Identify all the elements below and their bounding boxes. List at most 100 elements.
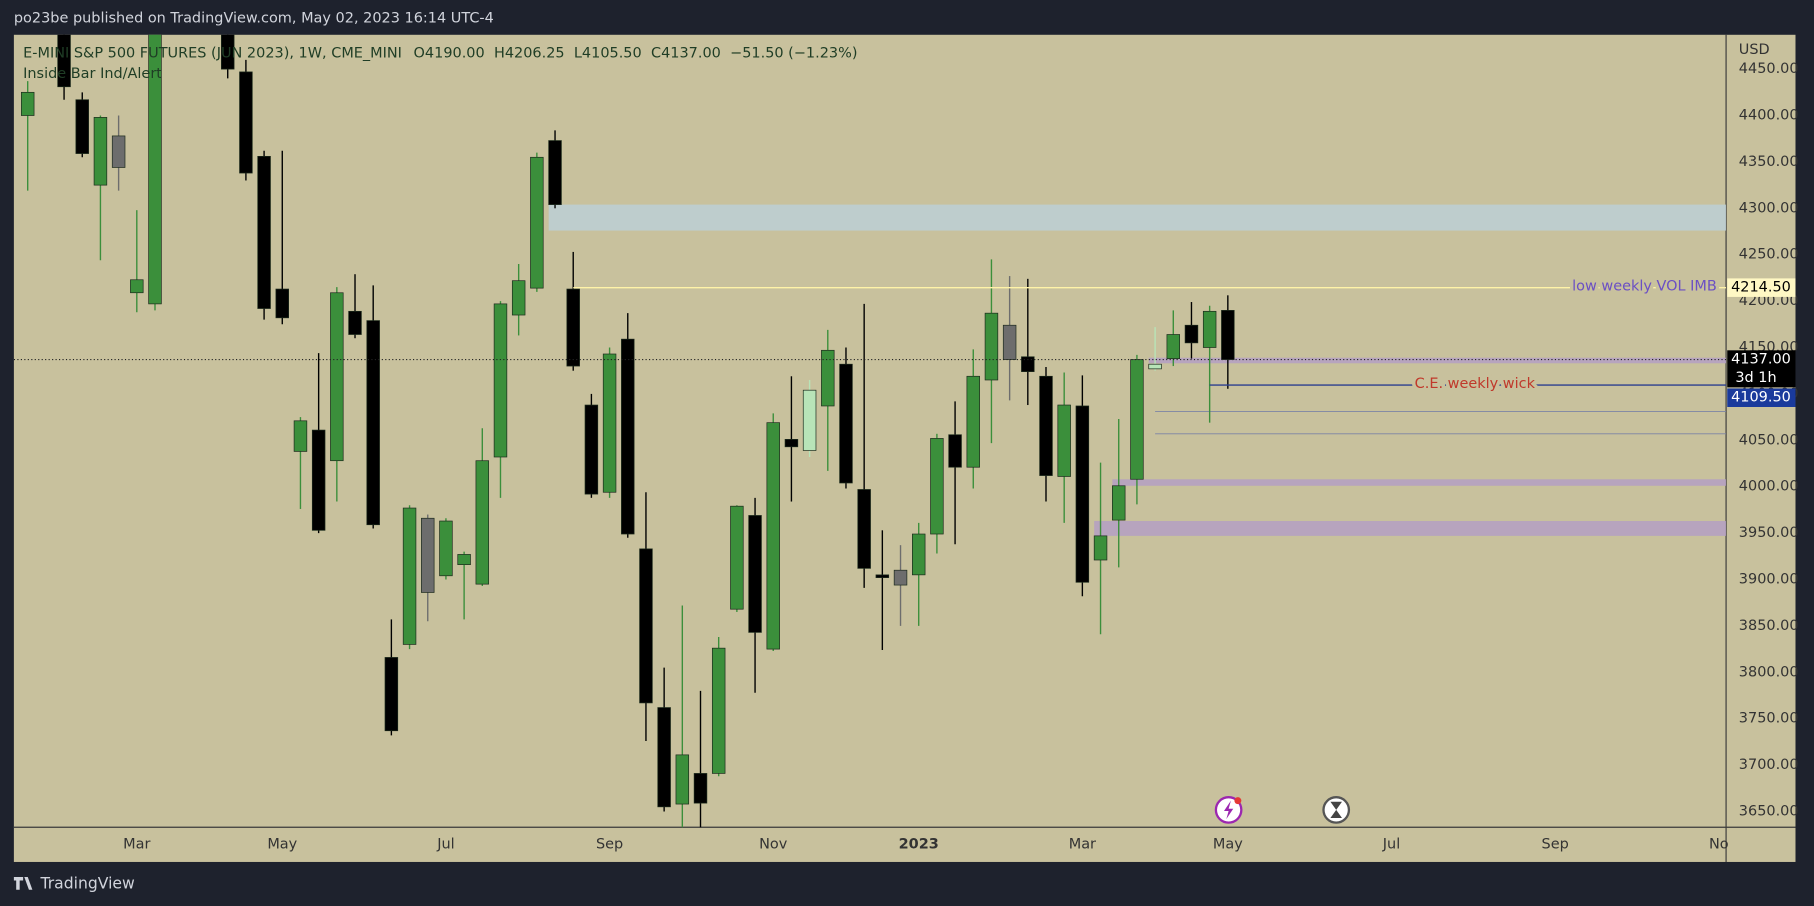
candle-body (366, 320, 380, 526)
icon-glyph (1223, 800, 1234, 820)
legend-text: E-MINI S&P 500 FUTURES (JUN 2023), 1W, C… (23, 45, 402, 61)
candle-body (148, 34, 162, 305)
candle-body (421, 517, 435, 593)
price-tag (1727, 278, 1796, 297)
price-tag-text: 4137.00 (1731, 352, 1791, 368)
candle-body (530, 156, 544, 289)
candle-body (384, 657, 399, 732)
candle-body (566, 288, 580, 367)
y-tick-label: 4200.00 (1739, 293, 1799, 309)
candle-body (1130, 359, 1144, 480)
y-tick-label: 4050.00 (1739, 432, 1799, 448)
x-tick-label: Mar (1069, 837, 1096, 853)
candle-body (984, 312, 999, 381)
candle-body (111, 135, 126, 168)
zone (1148, 357, 1727, 364)
candle-body (748, 515, 762, 633)
icon-badge (1234, 797, 1242, 805)
y-tick-label: 3700.00 (1739, 757, 1799, 773)
y-tick-label: 3750.00 (1739, 711, 1799, 727)
legend-text: 4137.00 (661, 45, 721, 61)
zone (1094, 521, 1727, 536)
y-tick-label: 4250.00 (1739, 247, 1799, 263)
zone (548, 204, 1727, 231)
legend-text: 4206.25 (505, 45, 565, 61)
x-tick-label: No (1709, 837, 1729, 853)
candle-body (621, 338, 635, 535)
legend-text: H (494, 45, 505, 61)
x-tick-label: Jul (1382, 837, 1400, 853)
y-tick-label: 4000.00 (1739, 479, 1799, 495)
candle-body (1112, 485, 1126, 521)
legend-text: L (574, 45, 582, 61)
countdown-text: 3d 1h (1735, 370, 1776, 386)
candle-body (784, 439, 799, 448)
level-text: C.E. weekly wick (1415, 376, 1536, 392)
candle-body (1039, 375, 1053, 476)
legend-text: C (651, 45, 661, 61)
candle-body (1184, 324, 1199, 344)
candle-body (966, 375, 980, 468)
legend-text: −51.50 (−1.23%) (730, 45, 857, 61)
icon-glyph (1330, 801, 1342, 818)
alert-icon[interactable] (1214, 796, 1243, 824)
candle-body (1075, 405, 1090, 583)
candle-body (457, 554, 471, 565)
candle-body (1202, 310, 1217, 348)
candle-body (1002, 324, 1017, 360)
x-tick-label: May (267, 837, 297, 853)
price-tag-text: 4109.50 (1731, 390, 1791, 406)
y-tick-label: 4450.00 (1739, 61, 1799, 77)
y-tick-label: 3800.00 (1739, 664, 1799, 680)
candle-body (1148, 363, 1162, 370)
indicator: Inside Bar Ind/Alert (23, 66, 162, 82)
legend: E-MINI S&P 500 FUTURES (JUN 2023), 1W, C… (23, 45, 857, 61)
candle-body (311, 429, 326, 531)
candle-body (348, 310, 362, 335)
candle-body (857, 489, 871, 569)
candle-body (221, 34, 235, 70)
candle-body (75, 99, 89, 154)
candle-body (1093, 535, 1108, 561)
currency: USD (1739, 42, 1770, 58)
y-tick-label: 3900.00 (1739, 571, 1799, 587)
legend-text: O (414, 45, 425, 61)
candle-body (475, 460, 490, 585)
x-tick-label: 2023 (899, 837, 939, 853)
candle-body (548, 140, 562, 205)
y-tick-label: 4350.00 (1739, 154, 1799, 170)
candle-body (675, 754, 690, 805)
price-tag-text: 4214.50 (1731, 280, 1791, 296)
candle-body (730, 505, 744, 610)
zone (1112, 479, 1727, 486)
publisher: po23be published on TradingView.com, May… (14, 11, 494, 27)
candle-body (639, 548, 653, 704)
candle-body (275, 288, 289, 319)
candle-body (330, 292, 344, 462)
plot (13, 34, 1727, 828)
candle-body (839, 363, 853, 484)
candle-body (693, 773, 708, 804)
candle-body (402, 507, 417, 645)
candle-body (875, 574, 890, 578)
brand-logo (13, 876, 33, 890)
candle-body (130, 279, 144, 294)
x-tick-label: May (1213, 837, 1243, 853)
candle-body (766, 422, 780, 650)
candle-body (20, 91, 35, 116)
replay-icon[interactable] (1322, 796, 1351, 824)
level-text: low weekly VOL IMB (1572, 278, 1717, 294)
candle-body (1166, 334, 1180, 359)
candle-body (1221, 310, 1235, 360)
plot-background (13, 34, 1796, 862)
y-tick-label: 4400.00 (1739, 108, 1799, 124)
candle-body (802, 389, 817, 451)
candle-body (257, 155, 271, 309)
candle-body (584, 404, 599, 495)
x-tick-label: Sep (1542, 837, 1569, 853)
candle-body (1057, 404, 1071, 477)
candle-body (948, 434, 962, 468)
candle-body (602, 353, 617, 493)
